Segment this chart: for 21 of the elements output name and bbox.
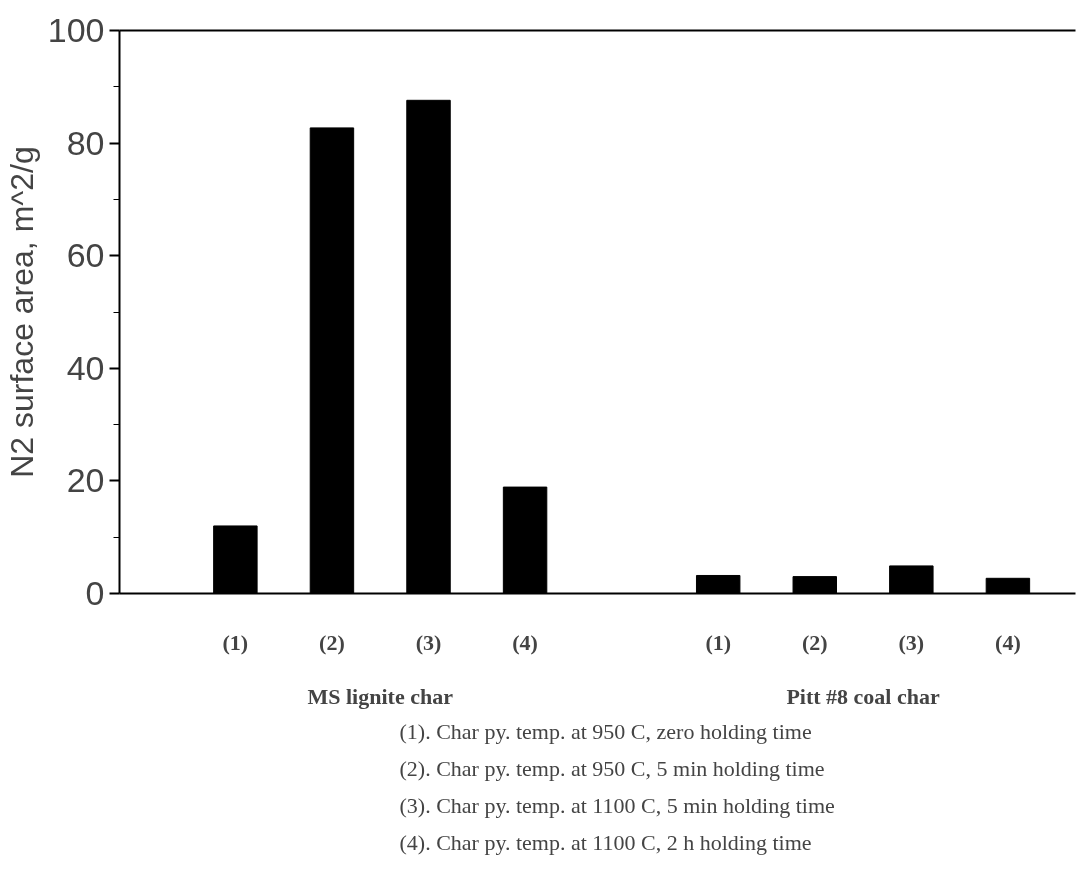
text: (4). Char py. temp. at 1100 C, 2 h holding time — [399, 829, 812, 855]
text: Pitt #8 coal char — [786, 683, 940, 709]
y-tick-label: 60 — [66, 236, 105, 275]
x-tick-label: (2) — [801, 629, 828, 655]
text: (1). Char py. temp. at 950 C, zero holding time — [399, 718, 812, 744]
y-tick-label: 20 — [66, 461, 105, 500]
text: MS lignite char — [307, 683, 454, 709]
y-tick-label: 80 — [66, 123, 105, 162]
x-tick-label: (3) — [898, 629, 925, 655]
x-tick-label: (4) — [512, 629, 538, 655]
y-tick-label: 100 — [47, 11, 105, 49]
x-tick-label: (4) — [995, 629, 1021, 655]
text: (2). Char py. temp. at 950 C, 5 min holding time — [399, 755, 825, 781]
x-tick-label: (1) — [705, 629, 732, 655]
x-tick-label: (3) — [415, 629, 442, 655]
y-axis-title: N2 surface area, m^2/g — [3, 146, 40, 478]
text: (3). Char py. temp. at 1100 C, 5 min holding time — [399, 792, 835, 818]
y-tick-label: 40 — [66, 348, 105, 387]
y-tick-label: 0 — [85, 574, 105, 612]
x-tick-label: (1) — [222, 629, 249, 655]
x-tick-label: (2) — [319, 629, 345, 655]
